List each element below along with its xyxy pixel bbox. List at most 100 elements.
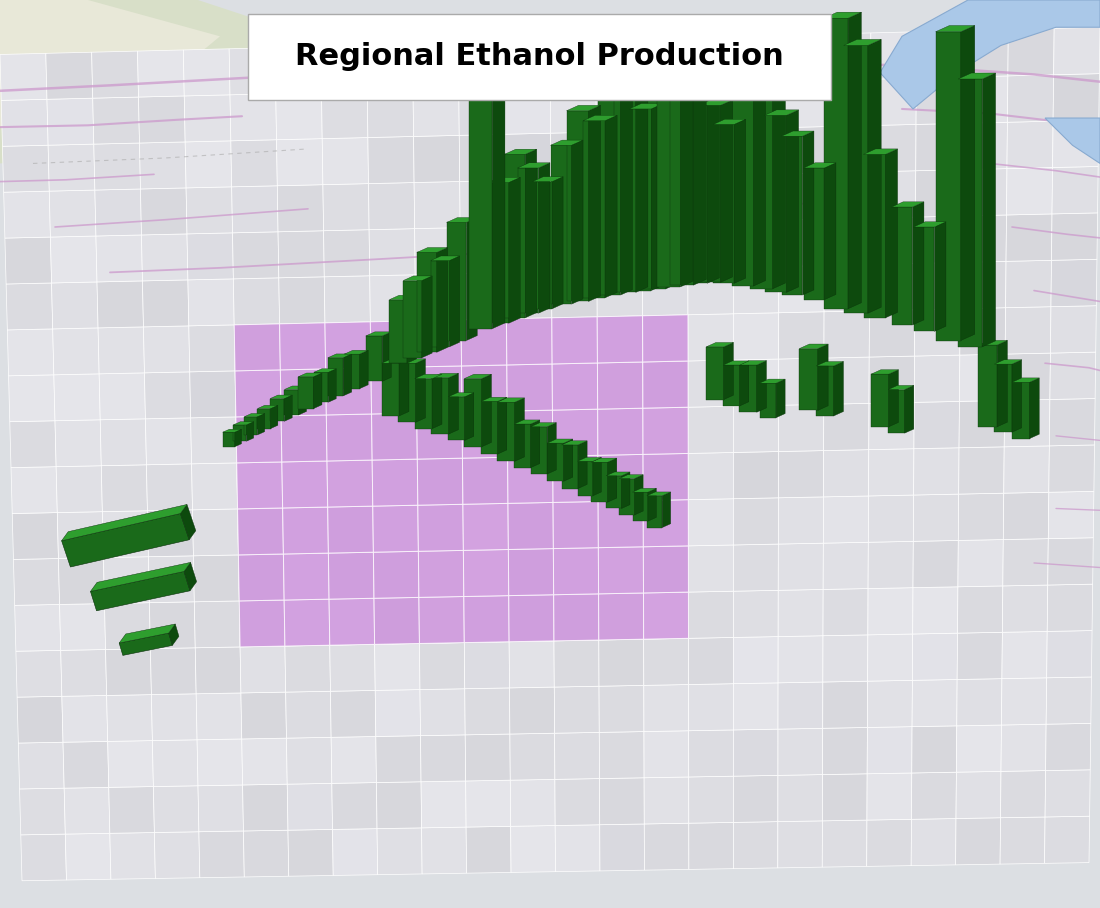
Polygon shape bbox=[282, 461, 328, 508]
Polygon shape bbox=[189, 370, 235, 418]
Polygon shape bbox=[383, 331, 392, 381]
Polygon shape bbox=[912, 772, 956, 819]
Polygon shape bbox=[867, 726, 912, 774]
Polygon shape bbox=[600, 824, 645, 871]
Polygon shape bbox=[194, 555, 240, 602]
Polygon shape bbox=[54, 374, 100, 420]
Polygon shape bbox=[21, 834, 66, 881]
Polygon shape bbox=[469, 33, 505, 38]
Polygon shape bbox=[598, 454, 644, 501]
Polygon shape bbox=[578, 461, 593, 496]
Polygon shape bbox=[848, 12, 861, 309]
Polygon shape bbox=[63, 742, 109, 788]
Polygon shape bbox=[515, 419, 540, 424]
Polygon shape bbox=[375, 689, 420, 736]
Polygon shape bbox=[914, 355, 960, 402]
Polygon shape bbox=[232, 232, 278, 279]
Polygon shape bbox=[418, 504, 463, 551]
Polygon shape bbox=[407, 295, 417, 363]
Polygon shape bbox=[1006, 168, 1053, 215]
Polygon shape bbox=[647, 496, 662, 528]
Polygon shape bbox=[1054, 27, 1100, 74]
Polygon shape bbox=[960, 262, 1006, 309]
Polygon shape bbox=[689, 498, 734, 546]
Polygon shape bbox=[606, 476, 621, 508]
Polygon shape bbox=[0, 54, 47, 101]
Polygon shape bbox=[548, 423, 557, 474]
Polygon shape bbox=[58, 558, 104, 605]
Polygon shape bbox=[870, 78, 916, 125]
Polygon shape bbox=[324, 321, 371, 369]
Polygon shape bbox=[367, 136, 414, 183]
Polygon shape bbox=[869, 402, 914, 449]
Polygon shape bbox=[583, 115, 617, 121]
Polygon shape bbox=[823, 588, 868, 636]
Polygon shape bbox=[231, 140, 277, 187]
Polygon shape bbox=[278, 277, 324, 324]
Polygon shape bbox=[153, 785, 199, 833]
Polygon shape bbox=[957, 632, 1002, 679]
Polygon shape bbox=[510, 734, 554, 780]
Polygon shape bbox=[374, 597, 419, 645]
Polygon shape bbox=[48, 144, 95, 191]
Polygon shape bbox=[462, 365, 507, 412]
Polygon shape bbox=[635, 475, 643, 515]
Polygon shape bbox=[680, 27, 693, 287]
Polygon shape bbox=[957, 678, 1002, 725]
Polygon shape bbox=[505, 180, 551, 226]
Polygon shape bbox=[196, 646, 241, 694]
Polygon shape bbox=[51, 236, 97, 283]
Polygon shape bbox=[803, 168, 825, 300]
Polygon shape bbox=[870, 171, 915, 218]
Polygon shape bbox=[95, 189, 142, 236]
Polygon shape bbox=[869, 449, 914, 496]
Polygon shape bbox=[658, 33, 680, 287]
Polygon shape bbox=[419, 643, 465, 689]
Polygon shape bbox=[724, 360, 749, 365]
Polygon shape bbox=[243, 830, 288, 877]
Polygon shape bbox=[464, 392, 474, 440]
Polygon shape bbox=[101, 465, 147, 512]
Polygon shape bbox=[148, 556, 195, 603]
Polygon shape bbox=[913, 540, 958, 587]
Polygon shape bbox=[958, 539, 1003, 587]
Polygon shape bbox=[431, 256, 460, 261]
Polygon shape bbox=[750, 65, 785, 71]
Polygon shape bbox=[671, 49, 693, 285]
Polygon shape bbox=[979, 340, 1008, 345]
Polygon shape bbox=[779, 358, 824, 405]
Polygon shape bbox=[141, 188, 187, 235]
Polygon shape bbox=[671, 44, 706, 49]
Polygon shape bbox=[685, 84, 707, 283]
Polygon shape bbox=[416, 366, 462, 413]
Polygon shape bbox=[280, 369, 327, 416]
Polygon shape bbox=[583, 121, 605, 298]
Polygon shape bbox=[779, 450, 824, 498]
Polygon shape bbox=[47, 98, 94, 145]
Polygon shape bbox=[1045, 816, 1090, 864]
Polygon shape bbox=[108, 741, 153, 787]
Polygon shape bbox=[982, 73, 996, 347]
Polygon shape bbox=[689, 684, 734, 731]
Polygon shape bbox=[750, 71, 772, 289]
Polygon shape bbox=[867, 773, 912, 820]
Polygon shape bbox=[508, 177, 520, 323]
Polygon shape bbox=[1052, 212, 1098, 261]
Polygon shape bbox=[891, 207, 912, 325]
Polygon shape bbox=[314, 373, 322, 409]
Polygon shape bbox=[1045, 770, 1090, 817]
Polygon shape bbox=[239, 554, 284, 601]
Polygon shape bbox=[1012, 378, 1040, 382]
Polygon shape bbox=[778, 682, 823, 729]
Polygon shape bbox=[868, 680, 912, 727]
Polygon shape bbox=[19, 742, 64, 789]
Polygon shape bbox=[689, 545, 734, 592]
Polygon shape bbox=[825, 163, 836, 300]
Polygon shape bbox=[257, 413, 265, 435]
Polygon shape bbox=[642, 130, 688, 177]
Polygon shape bbox=[651, 104, 663, 291]
Polygon shape bbox=[504, 154, 526, 318]
Polygon shape bbox=[271, 405, 278, 429]
Polygon shape bbox=[464, 379, 482, 447]
Polygon shape bbox=[1003, 538, 1048, 586]
